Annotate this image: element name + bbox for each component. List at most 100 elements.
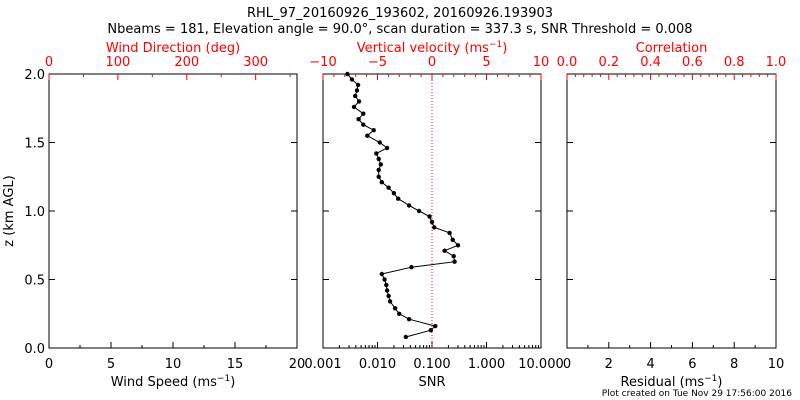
- y-tick-label: 0.0: [24, 342, 45, 357]
- snr-point: [397, 311, 402, 316]
- x-tick-label-top: 100: [105, 55, 130, 70]
- figure-subtitle: Nbeams = 181, Elevation angle = 90.0°, s…: [107, 22, 692, 37]
- snr-point: [379, 180, 384, 185]
- snr-point: [376, 174, 381, 179]
- x-tick-label-bottom: 20: [289, 357, 306, 372]
- x-tick-label-bottom: 0: [563, 357, 571, 372]
- x-tick-label-bottom: 1.000: [468, 357, 505, 372]
- x-axis-label-top: Vertical velocity (ms−1): [357, 40, 508, 56]
- snr-point: [382, 277, 387, 282]
- y-tick-label: 0.5: [24, 274, 45, 289]
- snr-point: [354, 88, 360, 93]
- snr-point: [442, 248, 447, 253]
- snr-point: [452, 259, 457, 264]
- snr-point: [376, 167, 381, 173]
- snr-point: [371, 128, 376, 133]
- x-tick-label-bottom: 8: [730, 357, 738, 372]
- snr-point: [356, 99, 362, 104]
- x-tick-label-bottom: 10: [768, 357, 785, 372]
- x-tick-label-bottom: 0.001: [304, 357, 341, 372]
- snr-point: [351, 104, 357, 110]
- snr-point: [384, 145, 390, 151]
- x-tick-label-top: 0.0: [557, 55, 578, 70]
- snr-point: [353, 93, 358, 99]
- x-tick-label-top: 1.0: [766, 55, 787, 70]
- x-tick-label-top: 0: [428, 55, 436, 70]
- snr-point: [455, 243, 461, 248]
- snr-velocity-panel: 0.001 0.010 0.100 1.000 10.000 SNR −10 −5 0 5 10 Ve…: [304, 40, 563, 390]
- snr-point: [356, 117, 361, 122]
- x-tick-label-bottom: 6: [688, 357, 696, 372]
- snr-point: [386, 185, 391, 190]
- snr-point: [345, 71, 350, 77]
- snr-point: [429, 219, 435, 225]
- x-tick-label-top: 0.8: [724, 55, 745, 70]
- snr-point: [377, 140, 382, 145]
- snr-point: [427, 214, 432, 219]
- snr-point: [428, 328, 433, 333]
- x-tick-label-bottom: 10: [165, 357, 182, 372]
- x-tick-label-top: 0: [45, 55, 53, 70]
- x-tick-label-bottom: 4: [646, 357, 654, 372]
- x-tick-label-top: 0.4: [640, 55, 661, 70]
- snr-point: [387, 299, 393, 304]
- x-axis-label-bottom: Residual (ms−1): [621, 374, 723, 390]
- snr-point: [379, 271, 384, 277]
- x-axis-label-top: Wind Direction (deg): [106, 41, 240, 56]
- x-tick-label-top: 10: [533, 55, 550, 70]
- y-tick-label: 2.0: [24, 68, 45, 83]
- snr-point: [450, 237, 455, 242]
- x-tick-label-bottom: 2: [605, 357, 613, 372]
- y-tick-label: 1.0: [24, 205, 45, 220]
- y-axis-label: z (km AGL): [2, 175, 17, 246]
- x-tick-label-top: 200: [174, 55, 199, 70]
- x-axis-label-bottom: Wind Speed (ms−1): [111, 374, 236, 390]
- x-tick-label-bottom: 15: [227, 357, 244, 372]
- x-tick-label-bottom: 0: [45, 357, 53, 372]
- snr-point: [384, 288, 390, 293]
- snr-point: [433, 323, 438, 329]
- x-tick-label-top: 0.6: [682, 55, 703, 70]
- correlation-residual-panel: 0 2 4 6 8 10 Residual (ms−1) 0.0 0.2 0.4 0.6 0.8 1.0…: [557, 41, 787, 390]
- snr-point: [386, 293, 391, 299]
- axes-frame: [566, 73, 777, 349]
- x-tick-label-bottom: 0.010: [359, 357, 396, 372]
- snr-point: [365, 133, 370, 138]
- snr-point: [416, 208, 422, 214]
- x-tick-label-top: 0.2: [598, 55, 619, 70]
- snr-point: [406, 203, 412, 208]
- x-tick-label-bottom: 10.000: [518, 357, 564, 372]
- figure-title: RHL_97_20160926_193602, 20160926.193903: [247, 6, 553, 21]
- plot-created-note: Plot created on Tue Nov 29 17:56:00 2016: [602, 389, 792, 399]
- snr-point: [451, 254, 456, 259]
- axes-frame: [322, 73, 542, 349]
- x-tick-label-top: −10: [309, 55, 336, 70]
- snr-point: [403, 334, 408, 340]
- snr-point: [384, 282, 389, 288]
- snr-point: [391, 191, 397, 196]
- axes-frame: [48, 73, 298, 349]
- snr-point: [349, 77, 355, 82]
- x-tick-label-top: −5: [368, 55, 387, 70]
- snr-point: [447, 230, 452, 236]
- x-axis-label-top: Correlation: [636, 41, 708, 56]
- snr-point: [378, 162, 383, 167]
- wind-panel: 0.0 0.5 1.0 1.5 2.0 z (km AGL) 0 5 10 15 20 Wind Sp…: [2, 41, 305, 390]
- x-axis-label-bottom: SNR: [418, 375, 445, 390]
- snr-point: [409, 265, 414, 270]
- y-tick-label: 1.5: [24, 137, 45, 152]
- snr-point: [432, 225, 437, 230]
- snr-point: [396, 196, 401, 201]
- x-tick-label-top: 300: [243, 55, 268, 70]
- snr-point: [406, 317, 412, 322]
- snr-point: [392, 306, 398, 311]
- snr-point: [355, 82, 361, 88]
- snr-point: [374, 151, 379, 156]
- x-tick-label-top: 5: [482, 55, 490, 70]
- x-tick-label-bottom: 0.100: [413, 357, 450, 372]
- snr-point: [361, 122, 366, 127]
- x-tick-label-bottom: 5: [107, 357, 115, 372]
- snr-point: [376, 156, 381, 162]
- snr-point: [361, 111, 366, 116]
